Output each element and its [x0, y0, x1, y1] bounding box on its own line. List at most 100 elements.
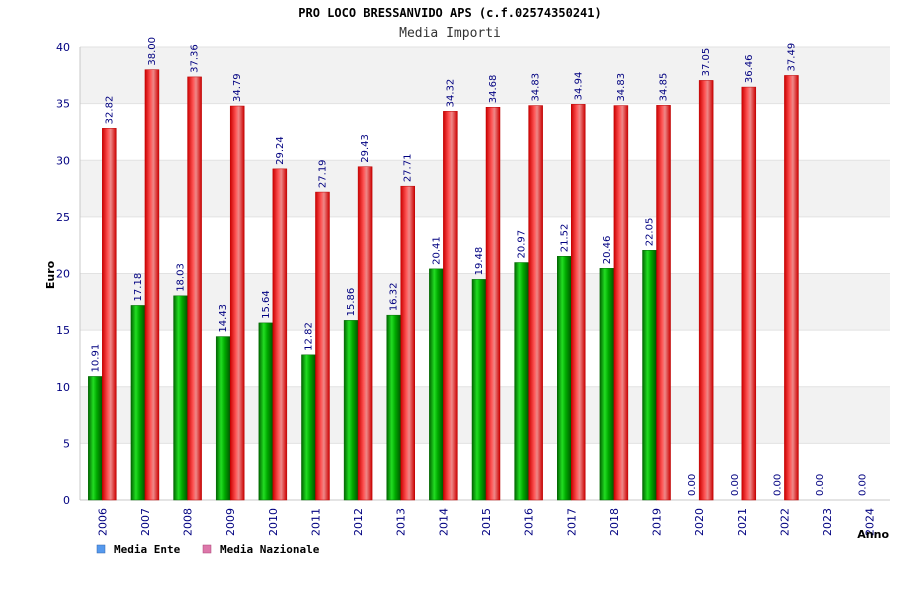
x-tick-label: 2015	[480, 508, 493, 536]
bar-media-ente	[301, 354, 316, 501]
value-label: 20.97	[517, 230, 528, 259]
bars-group	[88, 69, 799, 501]
y-tick-label: 25	[56, 211, 70, 224]
legend-swatch-media-nazionale	[202, 544, 212, 554]
bar-media-nazionale	[102, 128, 117, 501]
bar-media-nazionale	[741, 86, 757, 501]
bar-media-nazionale	[357, 166, 373, 501]
value-label: 34.85	[659, 73, 670, 102]
x-tick-label: 2024	[864, 508, 877, 536]
x-tick-label: 2012	[352, 508, 365, 536]
y-tick-label: 40	[56, 41, 70, 54]
y-tick-label: 5	[63, 437, 70, 450]
value-label: 12.82	[303, 322, 314, 351]
x-axis-label: Anno	[857, 528, 889, 541]
value-label: 0.00	[730, 474, 741, 496]
bar-media-ente	[642, 250, 657, 501]
value-label: 37.49	[786, 43, 797, 72]
value-label: 0.00	[858, 474, 869, 496]
y-tick-label: 10	[56, 381, 70, 394]
x-tick-label: 2019	[651, 508, 664, 536]
x-tick-label: 2014	[437, 508, 450, 536]
bar-media-nazionale	[528, 105, 543, 501]
chart-subtitle: Media Importi	[399, 26, 501, 41]
bar-media-ente	[88, 376, 103, 501]
value-label: 17.18	[133, 273, 144, 302]
bar-media-ente	[343, 320, 359, 501]
value-label: 29.43	[360, 134, 371, 163]
bar-media-nazionale	[656, 105, 671, 501]
y-axis-label: Euro	[44, 260, 57, 289]
bar-media-nazionale	[784, 75, 799, 501]
bar-media-nazionale	[229, 105, 245, 501]
legend-swatch-media-ente	[96, 544, 106, 554]
x-tick-label: 2007	[139, 508, 152, 536]
value-labels-group: 10.91 32.82 17.18 38.00 18.03 37.36 14.43 34.79…	[90, 37, 868, 496]
value-label: 34.68	[488, 75, 499, 104]
bar-media-ente	[386, 314, 401, 501]
y-tick-label: 20	[56, 268, 70, 281]
x-tick-label: 2021	[736, 508, 749, 536]
legend-label-media-ente: Media Ente	[114, 543, 181, 556]
value-label: 29.24	[275, 136, 286, 165]
x-tick-label: 2017	[565, 508, 578, 536]
bar-media-nazionale	[485, 106, 501, 501]
legend: Media Ente Media Nazionale	[96, 543, 320, 556]
x-tick-label: 2018	[608, 508, 621, 536]
bar-media-nazionale	[144, 69, 160, 501]
value-label: 0.00	[815, 474, 826, 496]
x-tick-label: 2016	[523, 508, 536, 536]
y-tick-label: 15	[56, 324, 70, 337]
x-tick-label: 2009	[224, 508, 237, 536]
value-label: 18.03	[176, 263, 187, 292]
bar-media-ente	[130, 305, 146, 501]
y-tick-label: 35	[56, 98, 70, 111]
value-label: 27.19	[317, 159, 328, 188]
bar-media-nazionale	[400, 185, 415, 501]
bar-media-ente	[173, 295, 188, 501]
value-label: 0.00	[687, 474, 698, 496]
value-label: 27.71	[403, 154, 414, 183]
x-tick-label: 2020	[693, 508, 706, 536]
value-label: 16.32	[389, 283, 400, 312]
x-axis-ticks: 2006 2007 2008 2009 2010 2011 2012 2013 2014 2015…	[96, 508, 876, 536]
x-tick-label: 2008	[182, 508, 195, 536]
x-tick-label: 2022	[778, 508, 791, 536]
bar-media-nazionale	[613, 105, 629, 501]
bar-media-ente	[514, 262, 529, 501]
value-label: 34.32	[445, 79, 456, 108]
value-label: 15.86	[346, 288, 357, 317]
bar-media-nazionale	[187, 76, 202, 501]
value-label: 37.36	[190, 44, 201, 73]
bar-media-ente	[258, 322, 274, 501]
bar-media-nazionale	[315, 191, 330, 501]
x-tick-label: 2023	[821, 508, 834, 536]
value-label: 20.41	[431, 236, 442, 265]
y-tick-label: 0	[63, 494, 70, 507]
y-axis-ticks: 0 5 10 15 20 25 30 35 40	[56, 41, 70, 507]
value-label: 34.83	[531, 73, 542, 102]
bar-media-nazionale	[443, 111, 458, 501]
value-label: 10.91	[90, 344, 101, 373]
legend-label-media-nazionale: Media Nazionale	[220, 543, 320, 556]
value-label: 14.43	[218, 304, 229, 333]
value-label: 34.83	[616, 73, 627, 102]
bar-media-nazionale	[698, 80, 714, 501]
chart-title: PRO LOCO BRESSANVIDO APS (c.f.0257435024…	[298, 6, 601, 20]
bar-media-nazionale	[571, 104, 586, 501]
value-label: 21.52	[559, 224, 570, 253]
value-label: 34.94	[573, 72, 584, 101]
x-tick-label: 2006	[96, 508, 109, 536]
value-label: 0.00	[772, 474, 783, 496]
value-label: 36.46	[744, 54, 755, 83]
bar-media-ente	[215, 336, 231, 501]
bar-media-ente	[599, 268, 615, 501]
bar-media-nazionale	[272, 168, 288, 501]
x-tick-label: 2013	[395, 508, 408, 536]
value-label: 19.48	[474, 247, 485, 276]
bar-media-ente	[557, 256, 572, 501]
value-label: 38.00	[147, 37, 158, 66]
bar-media-ente	[471, 279, 487, 501]
x-tick-label: 2010	[267, 508, 280, 536]
value-label: 37.05	[701, 48, 712, 77]
